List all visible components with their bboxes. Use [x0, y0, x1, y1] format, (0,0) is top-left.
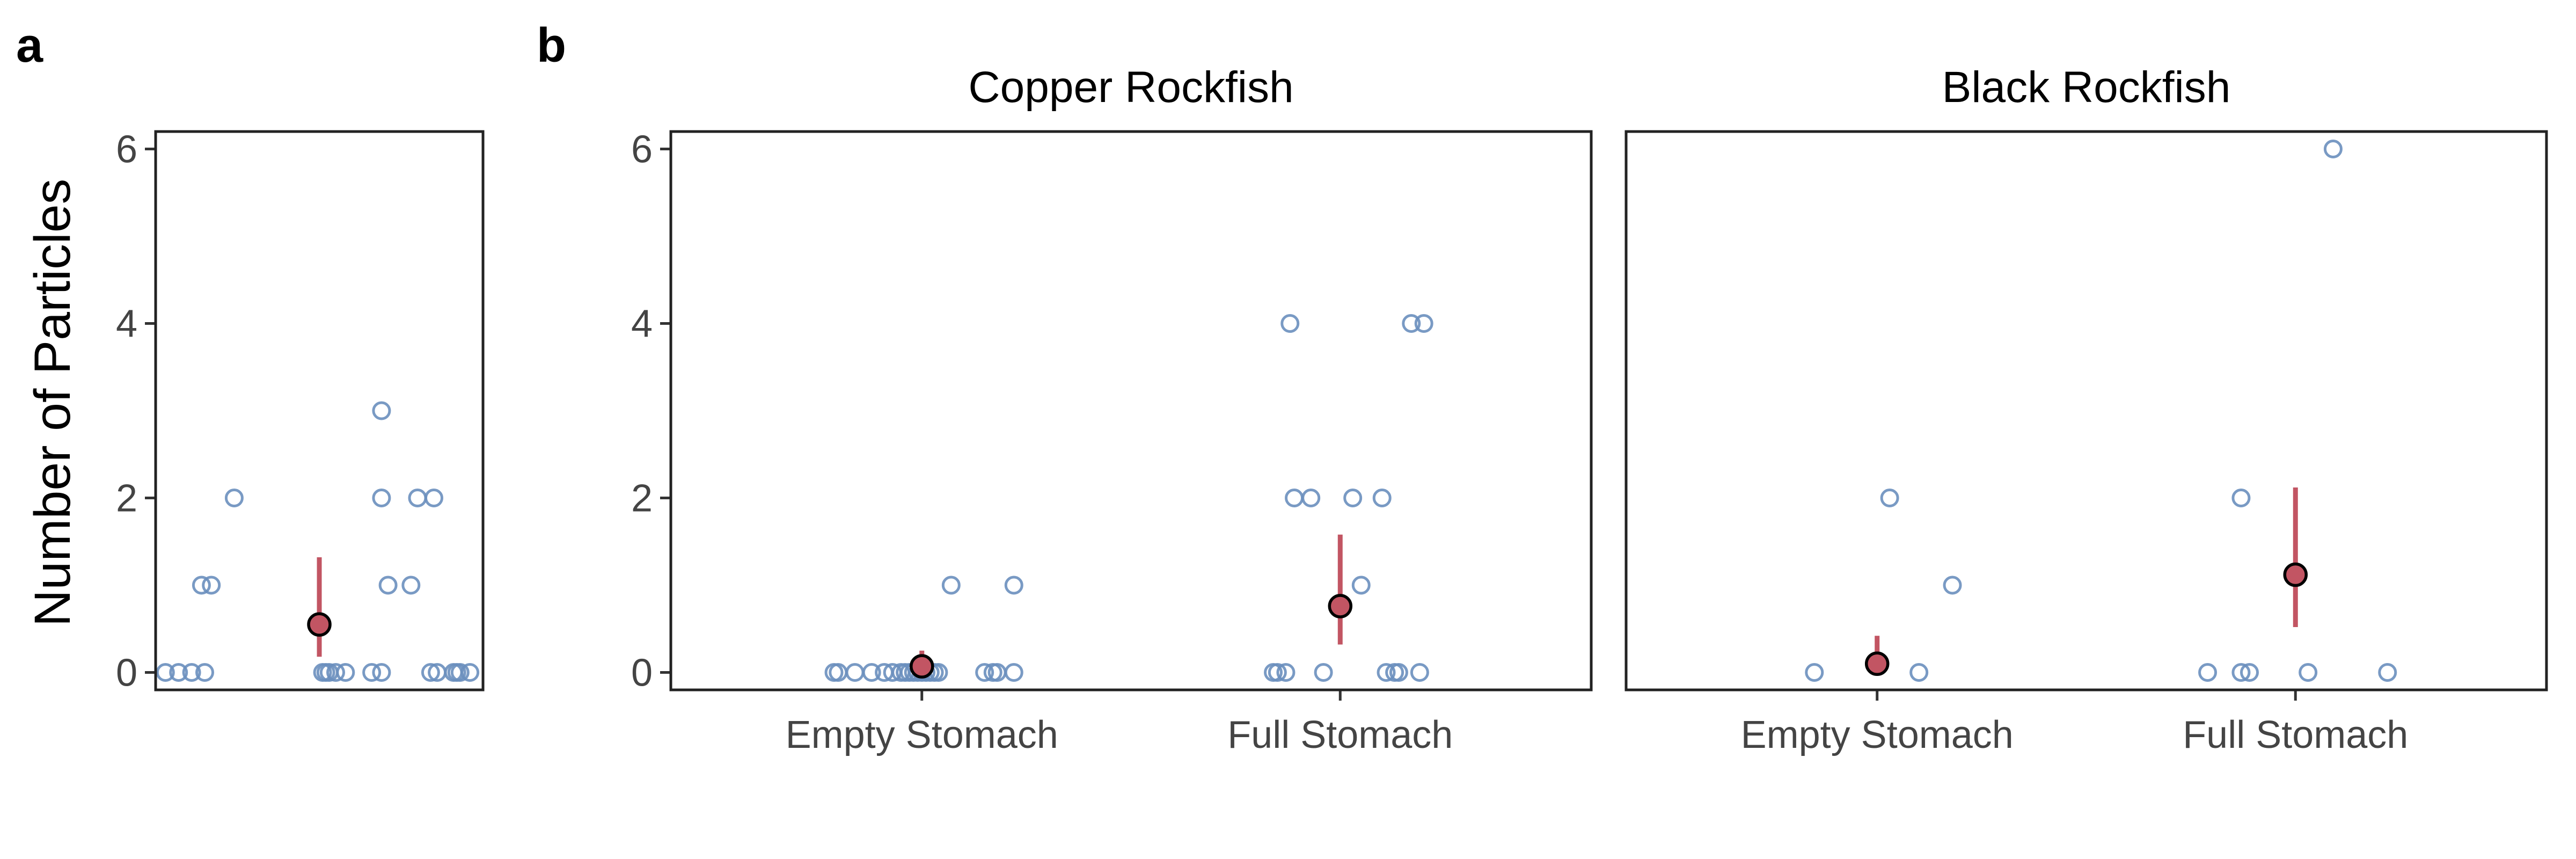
- mean-point: [2283, 562, 2308, 587]
- data-point: [1372, 489, 1392, 507]
- panel-black-rockfish: Black Rockfish Empty Stomach Full Stomach: [1624, 63, 2548, 756]
- data-point: [336, 663, 355, 682]
- data-point: [2240, 663, 2259, 682]
- panel-b-letter: b: [537, 19, 566, 72]
- data-point: [1402, 314, 1421, 333]
- data-point: [460, 663, 480, 682]
- mean-point: [307, 612, 332, 637]
- data-point: [372, 489, 391, 507]
- mean-point: [1864, 651, 1890, 676]
- data-point: [1276, 663, 1296, 682]
- data-point: [1410, 663, 1429, 682]
- data-point: [425, 489, 443, 507]
- data-point: [845, 663, 865, 682]
- y-tick-label: 6: [116, 128, 137, 171]
- y-tick-label: 4: [116, 303, 137, 346]
- data-point: [372, 663, 391, 682]
- data-point: [1909, 663, 1929, 682]
- data-point: [1377, 663, 1396, 682]
- panel-frame: [669, 130, 1593, 691]
- facet-title: Copper Rockfish: [968, 63, 1293, 112]
- y-axis-title: Number of Particles: [24, 179, 81, 627]
- mean-point: [909, 654, 934, 679]
- data-point: [862, 663, 881, 682]
- data-point: [2231, 663, 2251, 682]
- mean-point: [1328, 594, 1353, 618]
- data-point: [1943, 576, 1962, 595]
- data-point: [192, 576, 211, 595]
- panel-copper-rockfish: Copper Rockfish 0 2 4 6 Empty Stomach Full Sto…: [631, 63, 1593, 756]
- data-point: [1285, 489, 1304, 507]
- data-point: [408, 489, 427, 507]
- data-point: [2323, 140, 2343, 158]
- data-point: [975, 663, 994, 682]
- data-point: [1280, 314, 1300, 333]
- data-point: [421, 663, 440, 682]
- data-point: [1414, 314, 1433, 333]
- data-point: [2299, 663, 2318, 682]
- data-point: [1301, 489, 1321, 507]
- data-point: [1351, 576, 1371, 595]
- data-point: [169, 663, 188, 682]
- x-tick-label: Full Stomach: [1227, 714, 1453, 756]
- y-tick-label: 4: [631, 303, 653, 346]
- data-point: [1805, 663, 1824, 682]
- data-point: [2231, 489, 2251, 507]
- y-tick-label: 0: [116, 652, 137, 695]
- x-tick-label: Empty Stomach: [1741, 714, 2014, 756]
- data-point: [182, 663, 201, 682]
- y-tick-label: 2: [631, 477, 653, 520]
- data-point: [156, 663, 175, 682]
- panel-frame: [1624, 130, 2548, 691]
- data-point: [1004, 663, 1023, 682]
- data-point: [326, 663, 345, 682]
- y-tick-label: 6: [631, 128, 653, 171]
- data-point: [1314, 663, 1333, 682]
- y-tick-label: 2: [116, 477, 137, 520]
- x-tick-label: Empty Stomach: [786, 714, 1058, 756]
- panel-a: 0 2 4 6: [116, 128, 485, 695]
- data-point: [1004, 576, 1023, 595]
- data-point: [362, 663, 382, 682]
- data-point: [941, 576, 961, 595]
- data-point: [372, 401, 391, 420]
- data-point: [2198, 663, 2218, 682]
- data-point: [1268, 663, 1287, 682]
- panel-a-letter: a: [16, 19, 43, 72]
- data-point: [2378, 663, 2397, 682]
- data-point: [1389, 663, 1408, 682]
- x-tick-label: Full Stomach: [2183, 714, 2408, 756]
- data-point: [450, 663, 470, 682]
- data-point: [195, 663, 214, 682]
- facet-title: Black Rockfish: [1942, 63, 2231, 112]
- data-point: [378, 576, 398, 595]
- data-point: [401, 576, 421, 595]
- data-point: [224, 489, 244, 507]
- panel-frame: [154, 130, 485, 691]
- y-tick-label: 0: [631, 652, 653, 695]
- data-point: [1880, 489, 1899, 507]
- data-point: [202, 576, 221, 595]
- data-point: [1343, 489, 1363, 507]
